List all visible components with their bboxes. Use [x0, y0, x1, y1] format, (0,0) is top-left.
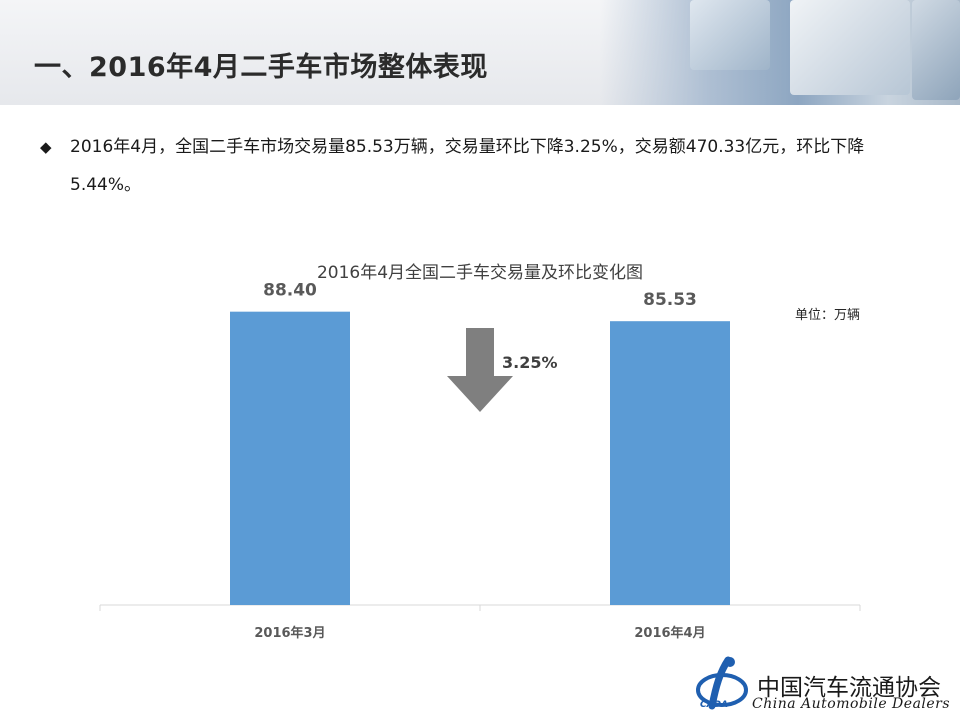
data-label: 88.40 [263, 281, 317, 301]
summary-text: 2016年4月，全国二手车市场交易量85.53万辆，交易量环比下降3.25%，交… [70, 137, 865, 195]
cada-logo-mark-icon [696, 656, 748, 710]
x-tick-label: 2016年4月 [634, 625, 705, 641]
header-decor-cube [690, 0, 770, 70]
chart-title: 2016年4月全国二手车交易量及环比变化图 [316, 263, 644, 283]
change-label: 3.25% [502, 353, 558, 372]
header-decor-cube [912, 0, 960, 100]
diamond-bullet-icon: ◆ [40, 138, 52, 156]
bar [610, 321, 730, 605]
header-banner [0, 0, 960, 105]
data-label: 85.53 [643, 290, 697, 310]
header-decor-cube [790, 0, 910, 95]
down-arrow-icon [447, 328, 513, 412]
page-title: 一、2016年4月二手车市场整体表现 [34, 52, 488, 83]
x-tick-label: 2016年3月 [254, 625, 325, 641]
chart-unit-label: 单位：万辆 [794, 308, 860, 323]
org-name-en: China Automobile Dealers [752, 696, 951, 712]
cada-abbr: CADA [700, 700, 729, 710]
bar [230, 311, 350, 605]
org-name-cn: 中国汽车流通协会 [757, 675, 941, 701]
